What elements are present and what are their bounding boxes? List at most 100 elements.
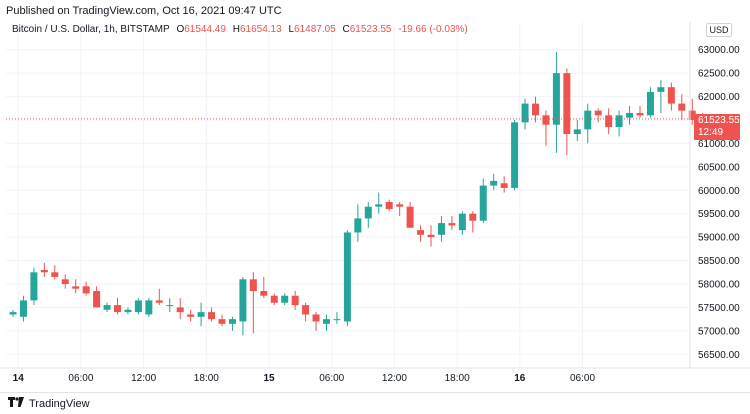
candle-body xyxy=(166,305,174,307)
candle-body xyxy=(176,307,184,313)
candle-body xyxy=(333,319,341,321)
price-axis[interactable]: 56500.00 57000.00 57500.00 58000.00 58500.00… xyxy=(689,22,740,368)
x-tick-label: 06:00 xyxy=(570,373,595,384)
candle-body xyxy=(406,206,414,228)
close-label: C xyxy=(342,24,350,35)
y-tick-label: 59500.00 xyxy=(698,209,740,220)
candle-body xyxy=(187,314,195,317)
candle-body xyxy=(9,312,17,315)
close-value: 61523.55 xyxy=(349,24,392,35)
candle-body xyxy=(657,87,665,92)
candle-body xyxy=(615,115,623,128)
candle-body xyxy=(396,204,404,207)
x-tick-label: 14 xyxy=(13,373,25,384)
candle-body xyxy=(72,286,80,289)
candle-body xyxy=(312,314,320,322)
y-tick-label: 57000.00 xyxy=(698,326,740,337)
candle-body xyxy=(542,115,550,125)
y-tick-label: 60500.00 xyxy=(698,162,740,173)
candle-body xyxy=(228,319,236,324)
x-tick-label: 06:00 xyxy=(68,373,93,384)
candle-body xyxy=(239,279,247,322)
candle-body xyxy=(521,103,529,123)
footer-brand[interactable]: TradingView xyxy=(29,397,90,410)
candle-body xyxy=(427,234,435,238)
y-tick-label: 57500.00 xyxy=(698,303,740,314)
candle-body xyxy=(114,305,121,313)
candle-body xyxy=(563,73,571,135)
y-tick-label: 56500.00 xyxy=(698,350,740,361)
candles xyxy=(9,52,707,336)
candle-body xyxy=(417,230,425,235)
candle-body xyxy=(218,319,226,324)
bar-countdown: 12:49 xyxy=(698,127,724,138)
open-value: 61544.49 xyxy=(184,24,226,35)
candle-body xyxy=(208,312,216,320)
y-tick-label: 58000.00 xyxy=(698,280,740,291)
y-tick-label: 60000.00 xyxy=(698,186,740,197)
candle-body xyxy=(270,295,278,303)
candle-body xyxy=(40,269,48,273)
candle-body xyxy=(500,183,508,188)
candle-body xyxy=(30,272,38,301)
tradingview-logo-icon[interactable] xyxy=(8,397,24,410)
candle-body xyxy=(448,223,456,226)
y-tick-label: 62000.00 xyxy=(698,92,740,103)
y-tick-label: 61000.00 xyxy=(698,139,740,150)
candle-body xyxy=(93,291,101,308)
candle-body xyxy=(573,129,581,135)
y-tick-label: 63000.00 xyxy=(698,45,740,56)
candle-body xyxy=(249,279,257,292)
candle-body xyxy=(364,206,372,219)
currency-button[interactable]: USD xyxy=(706,23,732,37)
candle-body xyxy=(124,309,132,313)
change-value: -19.66 (-0.03%) xyxy=(398,24,468,35)
x-tick-label: 18:00 xyxy=(445,373,470,384)
candle-body xyxy=(532,103,539,116)
candle-body xyxy=(302,305,310,315)
candle-body xyxy=(458,213,466,231)
time-axis[interactable]: 14 06:00 12:00 18:00 15 06:00 12:00 18:00 16 06:0… xyxy=(0,367,750,384)
candle-body xyxy=(646,91,654,116)
publish-header: Published on TradingView.com, Oct 16, 20… xyxy=(0,0,750,22)
symbol-label: Bitcoin / U.S. Dollar, 1h, BITSTAMP xyxy=(12,24,170,35)
candle-body xyxy=(479,185,487,221)
high-value: 61654.13 xyxy=(239,24,282,35)
candle-body xyxy=(19,300,27,317)
candle-body xyxy=(469,213,477,221)
candle-body xyxy=(134,300,142,313)
candle-body xyxy=(437,223,445,235)
x-tick-label: 16 xyxy=(514,373,526,384)
candle-body xyxy=(552,73,560,125)
x-tick-label: 15 xyxy=(263,373,275,384)
y-tick-label: 62500.00 xyxy=(698,69,740,80)
candle-body xyxy=(145,300,153,315)
candle-body xyxy=(375,204,383,207)
candle-body xyxy=(197,312,205,317)
candle-body xyxy=(281,295,289,303)
y-tick-label: 59000.00 xyxy=(698,233,740,244)
candle-body xyxy=(584,110,592,130)
candle-body xyxy=(594,110,602,116)
candle-body xyxy=(688,110,696,120)
low-label: L xyxy=(288,24,295,35)
high-label: H xyxy=(232,24,240,35)
candle-body xyxy=(626,112,634,118)
candle-body xyxy=(82,286,90,294)
x-tick-label: 12:00 xyxy=(382,373,407,384)
low-value: 61487.05 xyxy=(294,24,336,35)
candle-body xyxy=(490,180,498,186)
x-tick-label: 18:00 xyxy=(194,373,219,384)
candle-body xyxy=(260,291,268,296)
published-text: Published on TradingView.com, Oct 16, 20… xyxy=(6,5,282,17)
candle-body xyxy=(667,87,675,104)
candle-body xyxy=(155,300,163,303)
candle-body xyxy=(103,305,111,310)
candle-body xyxy=(51,272,59,277)
open-label: O xyxy=(176,24,185,35)
tradingview-logo-shape xyxy=(8,397,24,407)
ohlc-legend: Bitcoin / U.S. Dollar, 1h, BITSTAMP O615… xyxy=(12,24,472,35)
footer-bar: TradingView xyxy=(0,392,750,414)
